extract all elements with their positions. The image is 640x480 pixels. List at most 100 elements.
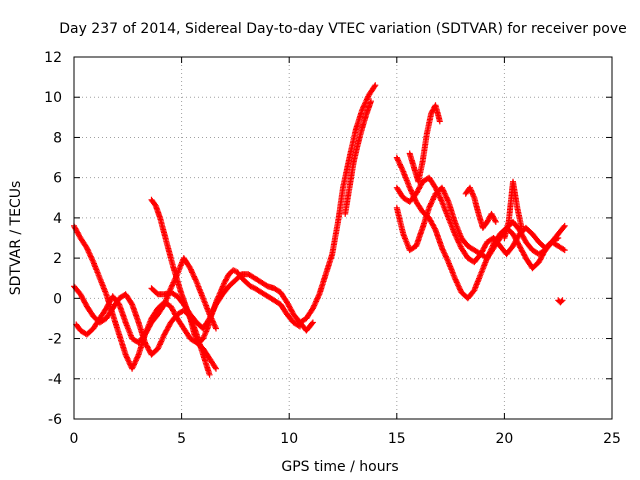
series-trace-7: [342, 98, 374, 217]
data-point: [406, 191, 419, 205]
data-point: [522, 224, 535, 236]
data-point: [103, 306, 115, 322]
data-point: [157, 214, 167, 236]
data-point: [490, 236, 503, 252]
data-point: [90, 259, 103, 280]
data-point: [193, 279, 206, 300]
data-point: [439, 198, 451, 220]
data-point: [109, 293, 122, 307]
series-trace-1: [71, 222, 219, 372]
data-point: [316, 272, 329, 298]
data-point: [251, 285, 263, 295]
data-point: [413, 180, 425, 197]
x-axis-title: GPS time / hours: [281, 459, 398, 475]
data-point: [148, 196, 158, 208]
data-point: [372, 82, 379, 89]
series-trace-12: [462, 184, 499, 231]
data-point: [303, 320, 315, 334]
data-point: [426, 214, 438, 232]
data-point: [96, 306, 109, 322]
data-point: [451, 231, 464, 250]
data-point: [400, 231, 413, 252]
series-trace-11: [406, 102, 443, 185]
data-point: [322, 252, 335, 278]
data-point: [393, 154, 406, 174]
data-point: [187, 315, 198, 337]
data-point: [464, 288, 477, 302]
y-tick-label: 4: [53, 211, 62, 227]
data-point: [555, 243, 567, 253]
data-point: [359, 93, 372, 113]
y-axis-title: SDTVAR / TECUs: [8, 181, 24, 296]
data-point: [342, 186, 353, 217]
data-point: [419, 132, 430, 165]
data-point: [187, 265, 199, 284]
data-point: [359, 111, 370, 131]
data-point: [109, 311, 122, 337]
data-point: [234, 269, 244, 280]
data-point: [251, 275, 263, 285]
data-point: [277, 289, 290, 305]
data-point: [243, 279, 253, 289]
chart-title: Day 237 of 2014, Sidereal Day-to-day VTE…: [59, 21, 627, 37]
series-trace-3: [73, 255, 219, 346]
data-point: [148, 346, 160, 358]
data-point: [309, 319, 316, 326]
data-point: [180, 255, 193, 270]
data-point: [464, 243, 476, 253]
data-point: [73, 321, 83, 333]
data-point: [258, 289, 270, 299]
data-point: [479, 220, 490, 231]
data-point: [277, 301, 290, 317]
series-trace-6: [297, 82, 379, 326]
data-point: [415, 160, 426, 185]
data-point: [413, 226, 426, 249]
x-tick-label: 25: [603, 431, 621, 447]
data-point: [180, 325, 193, 341]
data-point: [432, 102, 443, 123]
x-tick-label: 20: [495, 431, 513, 447]
data-point: [423, 111, 434, 137]
data-point: [129, 353, 141, 372]
data-point: [350, 142, 361, 165]
y-tick-label: 8: [53, 130, 62, 146]
data-point: [161, 320, 174, 338]
data-point: [335, 186, 346, 221]
data-point: [557, 298, 565, 306]
y-tick-label: 2: [53, 251, 62, 267]
series-trace-5: [148, 196, 303, 346]
data-point: [400, 168, 413, 190]
data-point: [245, 271, 257, 281]
data-point: [451, 275, 464, 294]
data-point: [346, 127, 359, 161]
data-point: [170, 263, 180, 282]
data-point: [393, 184, 406, 200]
data-point: [154, 332, 167, 352]
data-point: [393, 204, 406, 236]
data-point: [445, 198, 458, 224]
y-tick-label: -6: [48, 412, 62, 428]
data-point: [432, 227, 445, 250]
data-point: [503, 244, 516, 258]
y-tick-label: 10: [44, 90, 62, 106]
data-point: [225, 278, 238, 290]
data-point: [271, 285, 283, 295]
data-point: [451, 218, 464, 240]
x-tick-label: 0: [70, 431, 79, 447]
data-point: [510, 218, 522, 232]
data-point: [206, 371, 213, 378]
data-point: [559, 297, 566, 304]
data-point: [471, 272, 484, 294]
x-tick-label: 15: [388, 431, 406, 447]
data-point: [96, 275, 109, 296]
data-point: [439, 245, 451, 264]
grid-lines: [74, 57, 612, 419]
data-point: [426, 192, 438, 211]
data-point: [284, 311, 296, 325]
data-point: [213, 365, 219, 372]
tick-labels: 0 5 10 15 20 25 -6 -4 -2 0 2 4 6 8 10 12: [44, 50, 621, 447]
data-point: [522, 239, 535, 252]
data-point: [458, 245, 470, 260]
data-point: [213, 325, 219, 332]
series-trace-10: [393, 184, 568, 262]
